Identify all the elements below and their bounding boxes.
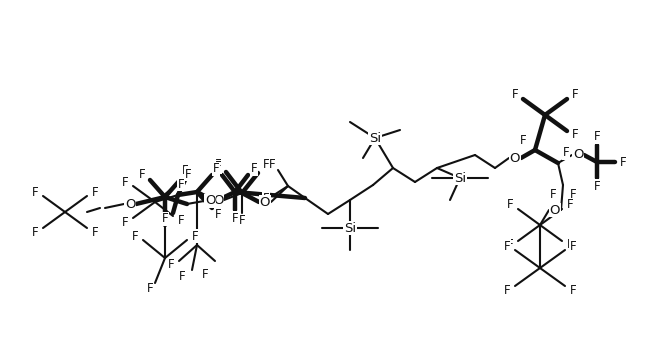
Text: F: F — [570, 189, 576, 202]
Text: F: F — [179, 271, 185, 284]
Text: F: F — [121, 175, 128, 189]
Text: F: F — [594, 131, 600, 144]
Text: F: F — [251, 163, 257, 175]
Text: F: F — [507, 198, 514, 212]
Text: O: O — [125, 198, 135, 211]
Text: F: F — [504, 240, 510, 252]
Text: O: O — [510, 151, 520, 164]
Text: F: F — [239, 214, 245, 227]
Text: F: F — [32, 185, 38, 198]
Text: F: F — [131, 229, 138, 242]
Text: F: F — [231, 212, 238, 224]
Text: F: F — [177, 213, 184, 227]
Text: O: O — [573, 149, 583, 161]
Text: F: F — [191, 229, 198, 242]
Text: F: F — [570, 240, 576, 252]
Text: F: F — [215, 208, 221, 221]
Text: F: F — [91, 226, 98, 238]
Text: F: F — [594, 179, 600, 193]
Text: Si: Si — [344, 222, 356, 234]
Text: F: F — [161, 213, 168, 226]
Text: F: F — [215, 158, 221, 170]
Text: F: F — [147, 281, 153, 295]
Text: F: F — [269, 158, 275, 170]
Text: O: O — [213, 194, 223, 207]
Text: O: O — [205, 194, 215, 208]
Text: F: F — [91, 185, 98, 198]
Text: F: F — [620, 155, 626, 169]
Text: F: F — [121, 216, 128, 228]
Text: O: O — [550, 203, 560, 217]
Text: F: F — [139, 168, 145, 180]
Text: F: F — [572, 129, 578, 141]
Text: F: F — [570, 284, 576, 296]
Text: Si: Si — [454, 171, 466, 184]
Text: F: F — [181, 164, 188, 176]
Text: Si: Si — [369, 131, 381, 145]
Text: F: F — [263, 159, 269, 171]
Text: F: F — [507, 238, 514, 252]
Text: F: F — [563, 146, 570, 160]
Text: O: O — [259, 195, 270, 208]
Text: F: F — [520, 134, 526, 146]
Text: F: F — [201, 268, 208, 281]
Text: F: F — [512, 88, 518, 102]
Text: F: F — [167, 258, 174, 271]
Text: F: F — [550, 189, 556, 202]
Text: F: F — [185, 168, 191, 180]
Text: F: F — [504, 284, 510, 296]
Text: F: F — [567, 198, 574, 212]
Text: F: F — [215, 160, 221, 174]
Text: F: F — [32, 226, 38, 238]
Text: F: F — [572, 88, 578, 102]
Text: F: F — [213, 163, 219, 175]
Text: F: F — [177, 178, 184, 190]
Text: F: F — [263, 193, 269, 205]
Text: F: F — [567, 238, 574, 252]
